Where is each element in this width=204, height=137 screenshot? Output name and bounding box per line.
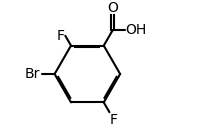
Text: O: O — [107, 1, 118, 15]
Text: F: F — [109, 113, 117, 127]
Text: OH: OH — [125, 23, 146, 37]
Text: Br: Br — [25, 67, 40, 81]
Text: F: F — [57, 29, 64, 43]
